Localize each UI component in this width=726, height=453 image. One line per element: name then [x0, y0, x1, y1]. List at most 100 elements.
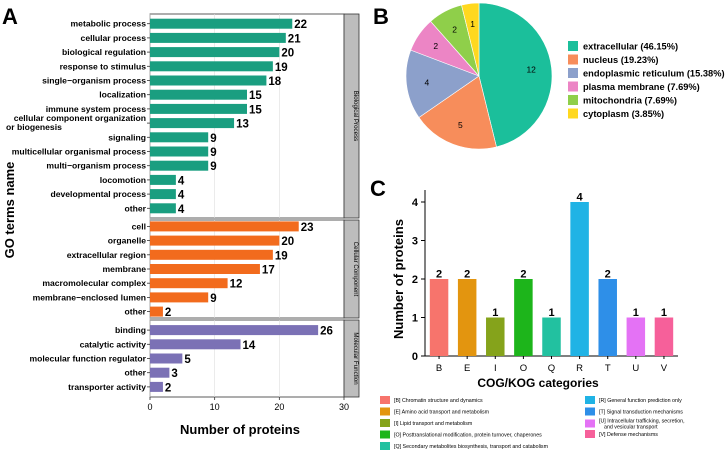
bar [150, 367, 170, 378]
pie-slice-value: 1 [470, 19, 475, 29]
bar-value-label: 1 [633, 307, 639, 319]
x-tick-label: U [632, 363, 639, 374]
y-axis-title: Number of proteins [391, 219, 406, 339]
x-tick-label: R [576, 363, 583, 374]
bar [457, 279, 477, 356]
category-label: localization [99, 90, 146, 100]
category-label: cellular component organization or biogen… [6, 113, 146, 132]
legend-label: [I] Lipid transport and metabolism [394, 421, 473, 427]
legend-label: endoplasmic reticulum (15.38%) [583, 69, 725, 79]
x-tick-label: O [520, 363, 527, 374]
x-axis-title: Number of proteins [180, 422, 300, 437]
y-axis-title: GO terms name [2, 162, 17, 259]
category-label: other [125, 307, 147, 317]
x-tick-label: V [661, 363, 668, 374]
pie-slice-value: 12 [526, 65, 536, 75]
x-axis-title: COG/KOG categories [477, 376, 599, 390]
bar-value-label: 1 [661, 307, 667, 319]
bar-value-label: 19 [275, 62, 288, 74]
category-label: single−organism process [42, 76, 146, 86]
category-label: response to stimulus [60, 61, 147, 71]
legend-swatch [380, 396, 390, 404]
bar [150, 160, 209, 171]
bar-value-label: 2 [165, 382, 171, 394]
category-label: immune system process [46, 104, 147, 114]
legend-swatch [585, 430, 595, 438]
category-label: multicellular organismal process [12, 147, 146, 157]
legend-swatch [568, 81, 578, 92]
bar [429, 279, 449, 356]
bar [150, 118, 235, 129]
bar [150, 249, 273, 260]
category-label: other [125, 203, 147, 213]
category-label: locomotion [100, 175, 146, 185]
legend-swatch [568, 68, 578, 78]
category-label: transporter activity [68, 382, 146, 392]
category-label: multi−organism process [46, 161, 146, 171]
bar-value-label: 2 [436, 269, 442, 281]
facet-strip-label: Biological Process [352, 91, 359, 142]
pie-slice [418, 75, 497, 150]
bar [150, 103, 247, 114]
category-label: metabolic process [71, 19, 147, 29]
x-tick-label: 30 [339, 402, 349, 412]
x-tick-label: B [436, 363, 442, 374]
x-tick-label: I [494, 363, 497, 374]
bar [514, 279, 533, 356]
bar-value-label: 19 [275, 250, 288, 262]
y-tick-label: 2 [412, 274, 418, 286]
category-label: signaling [108, 132, 146, 142]
bar [150, 306, 163, 317]
bar-value-label: 20 [281, 236, 294, 248]
legend-swatch [380, 442, 390, 450]
pie-slice-value: 4 [424, 77, 429, 87]
bar [150, 18, 293, 29]
facet-strip-label: Molecular Function [352, 332, 359, 385]
bar-value-label: 4 [178, 190, 185, 202]
bar [150, 189, 176, 200]
bar-value-label: 15 [249, 90, 262, 102]
bar [542, 317, 561, 356]
bar-value-label: 9 [210, 161, 216, 173]
facet-strip [343, 319, 360, 398]
category-label: organelle [108, 236, 146, 246]
bar-value-label: 1 [492, 307, 498, 319]
category-label: binding [115, 325, 146, 335]
bar [150, 339, 241, 350]
legend-label: [Q] Secondary metabolites biosynthesis, … [394, 444, 549, 450]
go-terms-chart: GO terms name Biological Process 22 metabol… [2, 13, 360, 437]
bar [150, 146, 209, 157]
bar-value-label: 3 [171, 368, 177, 380]
legend-label: cytoplasm (3.85%) [583, 109, 664, 119]
pie-slice-value: 2 [452, 24, 457, 34]
bar [150, 381, 163, 392]
subcellular-pie-chart: 12 5 4 2 2 1 extracellular (46.15%) nucleus (19… [405, 2, 725, 150]
pie-slice-value: 5 [458, 120, 463, 130]
bar [486, 317, 505, 356]
category-label: molecular function regulator [29, 354, 146, 364]
legend-label: plasma membrane (7.69%) [583, 82, 700, 92]
bar-value-label: 23 [301, 222, 314, 234]
cog-kog-chart: 0 1 2 3 4 Number of proteins 2 B 2 E 1 I 2 O 1 Q 4 R 2 T 1 U 1… [380, 190, 685, 450]
bar-value-label: 1 [548, 307, 554, 319]
y-tick-label: 0 [412, 351, 418, 363]
bar-value-label: 4 [577, 192, 584, 204]
category-label: developmental process [50, 189, 146, 199]
legend-swatch [585, 407, 595, 416]
facet-strip [343, 13, 360, 219]
bar-value-label: 14 [243, 340, 256, 352]
legend-swatch [585, 396, 595, 404]
bar-value-label: 26 [320, 326, 333, 338]
category-label: macromolecular complex [42, 278, 146, 288]
legend-label-line: and vesicular transport [604, 425, 658, 431]
bar [150, 47, 280, 58]
bar-value-label: 2 [464, 269, 470, 281]
category-label-line: or biogenesis [6, 122, 62, 132]
bar-value-label: 22 [294, 19, 307, 31]
legend-swatch [380, 407, 390, 416]
legend-label: nucleus (19.23%) [583, 55, 658, 65]
bar [150, 89, 247, 100]
legend-label: [B] Chromatin structure and dynamics [394, 398, 483, 404]
bar-value-label: 21 [288, 33, 301, 45]
y-tick-label: 1 [412, 313, 418, 325]
